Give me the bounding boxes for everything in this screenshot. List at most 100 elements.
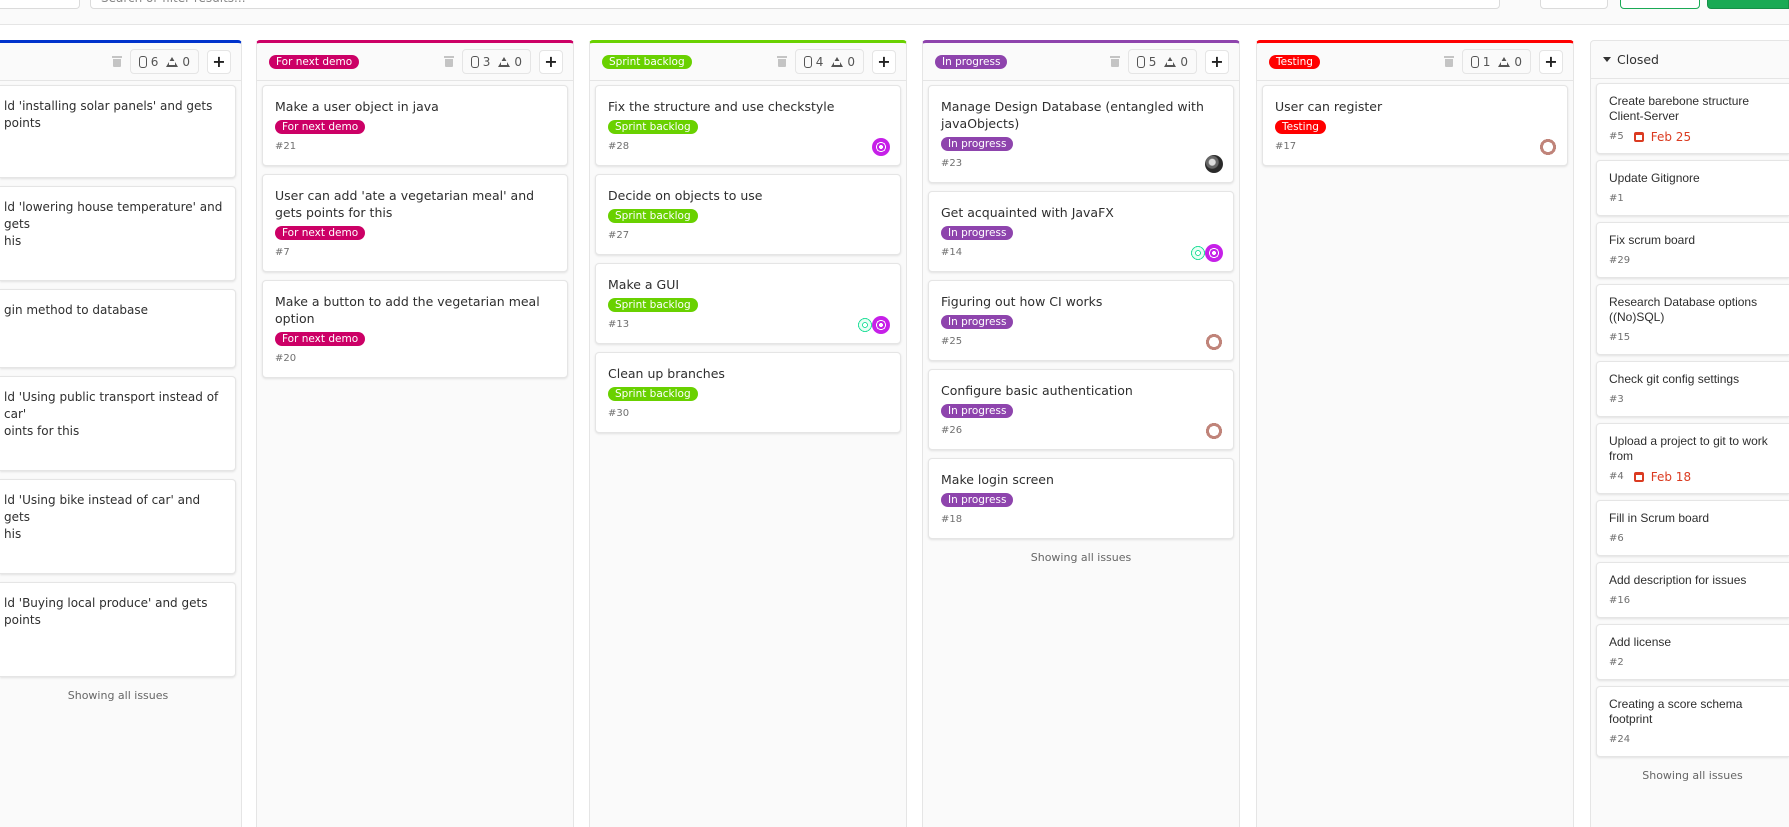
issue-title[interactable]: Make login screen (941, 472, 1054, 487)
assignee-avatar[interactable] (1205, 422, 1223, 440)
issue-card[interactable]: Manage Design Database (entangled with j… (928, 85, 1234, 183)
issue-label-badge[interactable]: In progress (941, 315, 1014, 329)
add-issue-button[interactable]: + (207, 49, 231, 74)
issue-title[interactable]: ld 'Buying local produce' and gets point… (4, 596, 208, 627)
issue-card[interactable]: Add license #2 (1596, 624, 1789, 680)
issue-title[interactable]: Make a button to add the vegetarian meal… (275, 294, 540, 326)
issue-title[interactable]: Get acquainted with JavaFX (941, 205, 1114, 220)
issue-card[interactable]: Add description for issues #16 (1596, 562, 1789, 618)
issue-title[interactable]: Manage Design Database (entangled with j… (941, 99, 1204, 131)
issue-card[interactable]: Fix the structure and use checkstyle Spri… (595, 85, 901, 166)
issue-card[interactable]: gin method to database (0, 289, 236, 368)
add-issue-button[interactable]: + (872, 49, 896, 74)
issue-card[interactable]: User can add 'ate a vegetarian meal' and… (262, 174, 568, 272)
assignee-avatar[interactable] (1205, 244, 1223, 262)
issue-label-badge[interactable]: For next demo (275, 332, 366, 346)
issue-card[interactable]: Fill in Scrum board #6 (1596, 500, 1789, 556)
issue-title[interactable]: Creating a score schema footprint (1609, 697, 1743, 726)
delete-list-icon[interactable] (443, 56, 454, 67)
issue-title[interactable]: ld 'Using public transport instead of ca… (4, 390, 219, 438)
issue-title[interactable]: Make a GUI (608, 277, 680, 292)
add-issue-button[interactable]: + (539, 49, 563, 74)
add-issues-button[interactable] (1707, 0, 1789, 9)
list-label-badge[interactable]: In progress (935, 54, 1008, 69)
issue-title[interactable]: Decide on objects to use (608, 188, 763, 203)
issue-card[interactable]: ld 'Using public transport instead of ca… (0, 376, 236, 471)
assignee-avatar[interactable] (872, 138, 890, 156)
issue-label-badge[interactable]: Sprint backlog (608, 387, 698, 401)
issue-card[interactable]: ld 'installing solar panels' and gets po… (0, 85, 236, 178)
issue-title[interactable]: Check git config settings (1609, 372, 1740, 386)
issue-card[interactable]: Decide on objects to use Sprint backlog #2… (595, 174, 901, 255)
collapse-toggle[interactable]: Closed (1603, 52, 1659, 67)
board-selector-dropdown[interactable] (0, 0, 80, 9)
add-issue-button[interactable]: + (1205, 49, 1229, 74)
issue-card[interactable]: Make a user object in java For next demo #… (262, 85, 568, 166)
issue-title[interactable]: Fill in Scrum board (1609, 511, 1710, 525)
assignee-avatar[interactable] (1205, 333, 1223, 351)
issue-card[interactable]: Make a GUI Sprint backlog #13 (595, 263, 901, 344)
issue-card[interactable]: Update Gitignore #1 (1596, 160, 1789, 216)
issue-label-badge[interactable]: Testing (1275, 120, 1326, 134)
edit-board-button[interactable] (1540, 0, 1608, 9)
assignee-avatar[interactable] (1539, 138, 1557, 156)
list-label-badge[interactable]: Sprint backlog (602, 54, 692, 69)
issue-title[interactable]: gin method to database (4, 303, 149, 317)
assignee-avatar[interactable] (1205, 155, 1223, 173)
issue-label-badge[interactable]: For next demo (275, 226, 366, 240)
issue-title[interactable]: Research Database options ((No)SQL) (1609, 295, 1758, 324)
issue-label-badge[interactable]: For next demo (275, 120, 366, 134)
issue-title[interactable]: ld 'lowering house temperature' and gets… (4, 200, 223, 248)
issue-label-badge[interactable]: In progress (941, 404, 1014, 418)
issue-card[interactable]: Upload a project to git to work from #4 Fe… (1596, 423, 1789, 494)
issue-card[interactable]: Fix scrum board #29 (1596, 222, 1789, 278)
search-filter-input[interactable]: Search or filter results... (90, 0, 1500, 9)
issue-title[interactable]: Make a user object in java (275, 99, 439, 114)
add-list-button[interactable] (1620, 0, 1700, 9)
issue-card[interactable]: Create barebone structure Client-Server #… (1596, 83, 1789, 154)
issue-title[interactable]: Configure basic authentication (941, 383, 1133, 398)
issue-card[interactable]: Get acquainted with JavaFX In progress #14 (928, 191, 1234, 272)
issue-title[interactable]: Fix the structure and use checkstyle (608, 99, 835, 114)
issue-card[interactable]: Clean up branches Sprint backlog #30 (595, 352, 901, 433)
issue-card[interactable]: Research Database options ((No)SQL) #15 (1596, 284, 1789, 355)
issue-label-badge[interactable]: Sprint backlog (608, 120, 698, 134)
issue-label-badge[interactable]: In progress (941, 493, 1014, 507)
issue-card[interactable]: Make a button to add the vegetarian meal… (262, 280, 568, 378)
issue-title[interactable]: Update Gitignore (1609, 171, 1700, 185)
issue-card[interactable]: Figuring out how CI works In progress #25 (928, 280, 1234, 361)
issue-title[interactable]: Fix scrum board (1609, 233, 1696, 247)
issue-title[interactable]: ld 'Using bike instead of car' and gets … (4, 493, 201, 541)
issue-title[interactable]: Add description for issues (1609, 573, 1747, 587)
issue-card[interactable]: ld 'lowering house temperature' and gets… (0, 186, 236, 281)
issue-title[interactable]: Clean up branches (608, 366, 725, 381)
issue-card[interactable]: Check git config settings #3 (1596, 361, 1789, 417)
assignee-avatar[interactable] (856, 316, 874, 334)
assignee-avatar[interactable] (1189, 244, 1207, 262)
issue-title[interactable]: User can add 'ate a vegetarian meal' and… (275, 188, 535, 220)
list-label-badge[interactable]: For next demo (269, 54, 360, 69)
issue-label-badge[interactable]: In progress (941, 226, 1014, 240)
issue-card[interactable]: User can register Testing #17 (1262, 85, 1568, 166)
delete-list-icon[interactable] (776, 56, 787, 67)
delete-list-icon[interactable] (111, 56, 122, 67)
issue-card[interactable]: Make login screen In progress #18 (928, 458, 1234, 539)
issue-title[interactable]: Figuring out how CI works (941, 294, 1103, 309)
add-issue-button[interactable]: + (1539, 49, 1563, 74)
list-label-badge[interactable]: Testing (1269, 54, 1320, 69)
issue-title[interactable]: Add license (1609, 635, 1672, 649)
issue-label-badge[interactable]: In progress (941, 137, 1014, 151)
delete-list-icon[interactable] (1109, 56, 1120, 67)
issue-title[interactable]: User can register (1275, 99, 1383, 114)
issue-card[interactable]: Creating a score schema footprint #24 (1596, 686, 1789, 757)
issue-title[interactable]: Upload a project to git to work from (1609, 434, 1768, 463)
issue-label-badge[interactable]: Sprint backlog (608, 298, 698, 312)
issue-title[interactable]: ld 'installing solar panels' and gets po… (4, 99, 213, 130)
issue-label-badge[interactable]: Sprint backlog (608, 209, 698, 223)
issue-card[interactable]: ld 'Using bike instead of car' and gets … (0, 479, 236, 574)
issue-card[interactable]: ld 'Buying local produce' and gets point… (0, 582, 236, 677)
assignee-avatar[interactable] (872, 316, 890, 334)
issue-title[interactable]: Create barebone structure Client-Server (1609, 94, 1750, 123)
delete-list-icon[interactable] (1443, 56, 1454, 67)
issue-card[interactable]: Configure basic authentication In progres… (928, 369, 1234, 450)
